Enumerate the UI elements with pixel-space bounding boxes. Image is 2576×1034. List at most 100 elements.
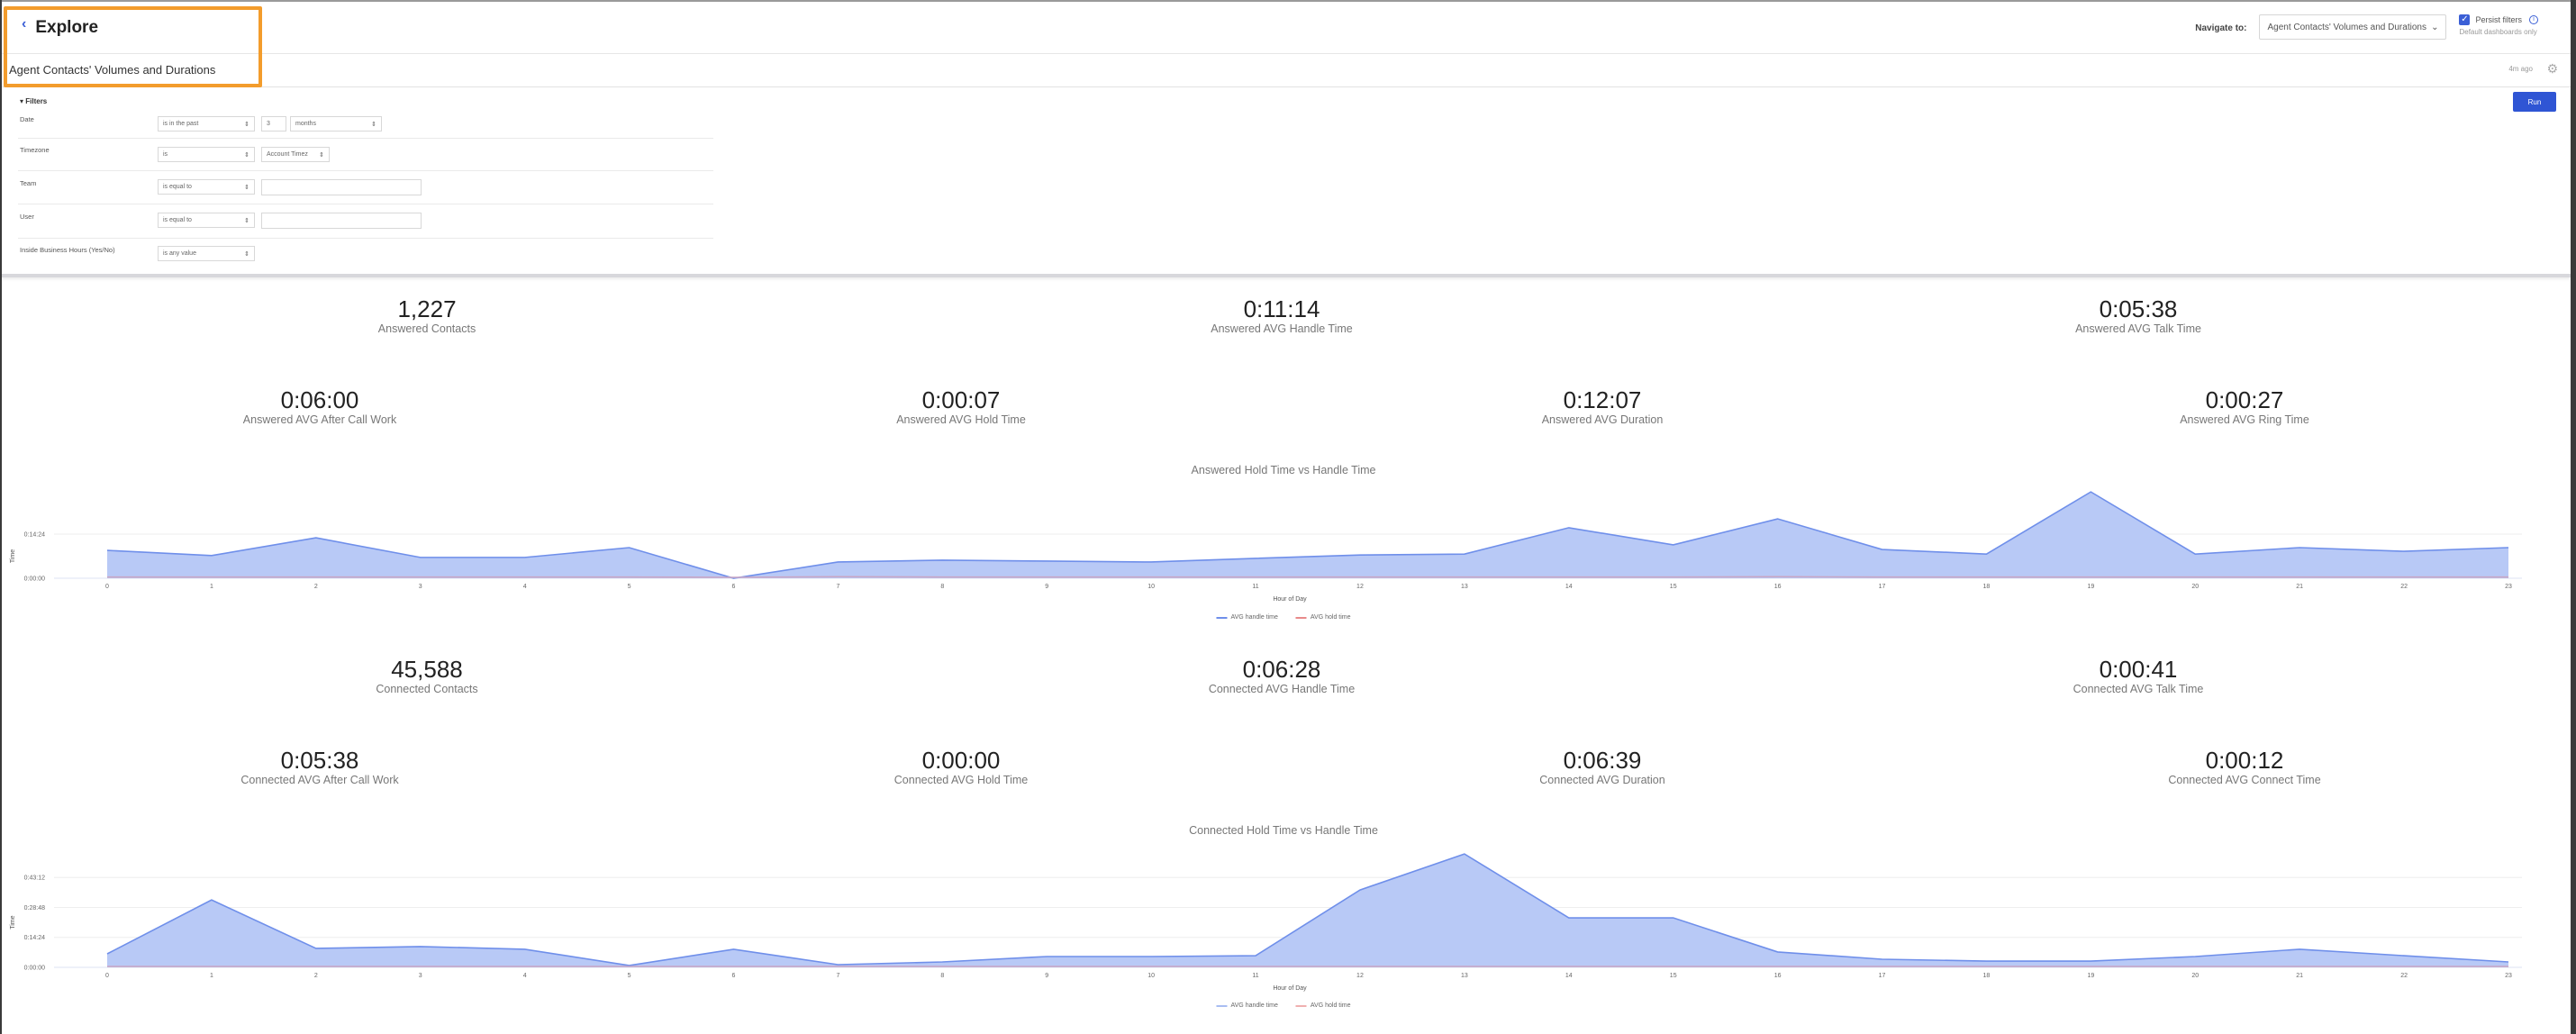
x-tick-label: 18 bbox=[1983, 584, 1991, 590]
kpi-connected-avg-handle-time[interactable]: 0:06:28 Connected AVG Handle Time bbox=[1209, 656, 1355, 695]
kpi-answered-avg-hold-time[interactable]: 0:00:07 Answered AVG Hold Time bbox=[896, 386, 1026, 426]
select-arrows-icon: ⇕ bbox=[244, 151, 249, 159]
x-tick-label: 20 bbox=[2191, 584, 2199, 590]
x-tick-label: 16 bbox=[1774, 973, 1782, 979]
filter-label: Date bbox=[20, 115, 34, 123]
x-tick-label: 23 bbox=[2505, 584, 2512, 590]
info-icon[interactable]: i bbox=[2529, 15, 2538, 24]
kpi-connected-avg-hold-time[interactable]: 0:00:00 Connected AVG Hold Time bbox=[894, 747, 1028, 786]
answered-chart-legend: AVG handle time AVG hold time bbox=[1207, 614, 1359, 621]
y-axis-title: Time bbox=[10, 549, 16, 563]
user-value-input[interactable] bbox=[261, 213, 422, 229]
x-tick-label: 7 bbox=[836, 584, 839, 590]
kpi-value: 0:12:07 bbox=[1563, 386, 1642, 413]
date-amount-input[interactable]: 3 bbox=[261, 116, 286, 132]
x-tick-label: 10 bbox=[1147, 973, 1155, 979]
team-value-input[interactable] bbox=[261, 179, 422, 195]
select-value: is bbox=[163, 151, 168, 158]
x-tick-label: 5 bbox=[628, 584, 631, 590]
handle-time-line[interactable] bbox=[106, 853, 2509, 966]
kpi-label: Connected AVG After Call Work bbox=[240, 774, 399, 786]
x-tick-label: 17 bbox=[1879, 584, 1886, 590]
filter-row-team: Team is equal to ⇕ bbox=[18, 171, 713, 204]
select-value: is any value bbox=[163, 250, 196, 257]
hold-time-line[interactable] bbox=[107, 576, 2508, 578]
connected-chart-legend: AVG handle time AVG hold time bbox=[1207, 1002, 1359, 1009]
legend-label: AVG hold time bbox=[1310, 614, 1351, 621]
answered-chart-title: Answered Hold Time vs Handle Time bbox=[1191, 464, 1376, 476]
persist-filters-label: Persist filters bbox=[2475, 15, 2522, 24]
select-arrows-icon: ⇕ bbox=[244, 250, 249, 258]
legend-item-hold[interactable]: AVG hold time bbox=[1295, 614, 1351, 621]
kpi-connected-avg-after-call-work[interactable]: 0:05:38 Connected AVG After Call Work bbox=[240, 747, 398, 786]
select-value: is equal to bbox=[163, 217, 192, 223]
y-tick-label: 0:14:24 bbox=[24, 532, 45, 539]
x-tick-label: 6 bbox=[732, 584, 736, 590]
kpi-answered-avg-ring-time[interactable]: 0:00:27 Answered AVG Ring Time bbox=[2180, 386, 2309, 426]
handle-time-area[interactable] bbox=[107, 854, 2508, 967]
legend-swatch-icon bbox=[1216, 1004, 1228, 1007]
kpi-value: 0:00:41 bbox=[2099, 656, 2178, 683]
kpi-value: 0:00:12 bbox=[2205, 747, 2284, 774]
kpi-connected-avg-talk-time[interactable]: 0:00:41 Connected AVG Talk Time bbox=[2073, 656, 2204, 695]
chevron-down-icon: ⌄ bbox=[2431, 22, 2439, 32]
legend-swatch-icon bbox=[1216, 616, 1228, 619]
kpi-answered-avg-talk-time[interactable]: 0:05:38 Answered AVG Talk Time bbox=[2075, 295, 2201, 335]
timezone-value-select[interactable]: Account Timez ⇕ bbox=[261, 147, 330, 162]
legend-item-handle[interactable]: AVG handle time bbox=[1216, 614, 1278, 621]
back-to-explore-button[interactable]: ‹ Explore bbox=[22, 17, 98, 38]
select-arrows-icon: ⇕ bbox=[244, 121, 249, 128]
x-tick-label: 18 bbox=[1983, 973, 1991, 979]
kpi-value: 0:06:39 bbox=[1563, 747, 1642, 774]
kpi-label: Answered AVG Handle Time bbox=[1211, 322, 1353, 335]
kpi-label: Connected AVG Connect Time bbox=[2168, 774, 2321, 786]
legend-label: AVG hold time bbox=[1310, 1002, 1351, 1009]
timezone-operator-select[interactable]: is ⇕ bbox=[158, 147, 255, 162]
kpi-answered-contacts[interactable]: 1,227 Answered Contacts bbox=[378, 295, 476, 335]
handle-time-line[interactable] bbox=[106, 491, 2509, 579]
persist-filters-checkbox[interactable]: ✓ bbox=[2459, 14, 2471, 25]
run-button[interactable]: Run bbox=[2513, 92, 2556, 112]
user-operator-select[interactable]: is equal to ⇕ bbox=[158, 213, 255, 228]
kpi-value: 0:11:14 bbox=[1243, 295, 1320, 322]
kpi-label: Connected AVG Duration bbox=[1539, 774, 1665, 786]
x-tick-label: 4 bbox=[523, 973, 527, 979]
x-tick-label: 13 bbox=[1461, 584, 1468, 590]
handle-time-area[interactable] bbox=[107, 492, 2508, 578]
select-value: Account Timez bbox=[267, 151, 308, 158]
kpi-connected-contacts[interactable]: 45,588 Connected Contacts bbox=[376, 656, 477, 695]
page-header: ‹ Explore Navigate to: Agent Contacts' V… bbox=[2, 2, 2571, 54]
x-tick-label: 19 bbox=[2087, 973, 2094, 979]
gear-icon[interactable]: ⚙ bbox=[2546, 61, 2558, 76]
x-tick-label: 13 bbox=[1461, 973, 1468, 979]
kpi-value: 0:06:00 bbox=[280, 386, 359, 413]
navigate-to-dropdown[interactable]: Agent Contacts' Volumes and Durations ⌄ bbox=[2259, 14, 2447, 40]
business-hours-operator-select[interactable]: is any value ⇕ bbox=[158, 246, 255, 261]
kpi-connected-avg-connect-time[interactable]: 0:00:12 Connected AVG Connect Time bbox=[2168, 747, 2320, 786]
date-unit-select[interactable]: months ⇕ bbox=[290, 116, 382, 132]
filter-label: Inside Business Hours (Yes/No) bbox=[20, 246, 115, 254]
kpi-connected-avg-duration[interactable]: 0:06:39 Connected AVG Duration bbox=[1539, 747, 1664, 786]
date-operator-select[interactable]: is in the past ⇕ bbox=[158, 116, 255, 132]
x-tick-label: 9 bbox=[1045, 584, 1048, 590]
x-tick-label: 17 bbox=[1879, 973, 1886, 979]
kpi-value: 0:05:38 bbox=[280, 747, 359, 774]
filters-toggle[interactable]: ▾ Filters bbox=[20, 97, 48, 105]
select-arrows-icon: ⇕ bbox=[244, 217, 249, 224]
team-operator-select[interactable]: is equal to ⇕ bbox=[158, 179, 255, 195]
kpi-answered-avg-handle-time[interactable]: 0:11:14 Answered AVG Handle Time bbox=[1211, 295, 1352, 335]
x-tick-label: 0 bbox=[105, 973, 109, 979]
kpi-answered-avg-duration[interactable]: 0:12:07 Answered AVG Duration bbox=[1542, 386, 1664, 426]
legend-item-handle[interactable]: AVG handle time bbox=[1216, 1002, 1278, 1009]
filter-row-timezone: Timezone is ⇕ Account Timez ⇕ bbox=[18, 139, 713, 171]
kpi-value: 0:00:00 bbox=[921, 747, 1001, 774]
connected-chart-title: Connected Hold Time vs Handle Time bbox=[1189, 824, 1378, 837]
x-tick-label: 7 bbox=[836, 973, 839, 979]
kpi-value: 0:06:28 bbox=[1242, 656, 1321, 683]
kpi-value: 1,227 bbox=[397, 295, 457, 322]
legend-item-hold[interactable]: AVG hold time bbox=[1295, 1002, 1351, 1009]
kpi-answered-avg-after-call-work[interactable]: 0:06:00 Answered AVG After Call Work bbox=[243, 386, 396, 426]
kpi-value: 45,588 bbox=[391, 656, 463, 683]
